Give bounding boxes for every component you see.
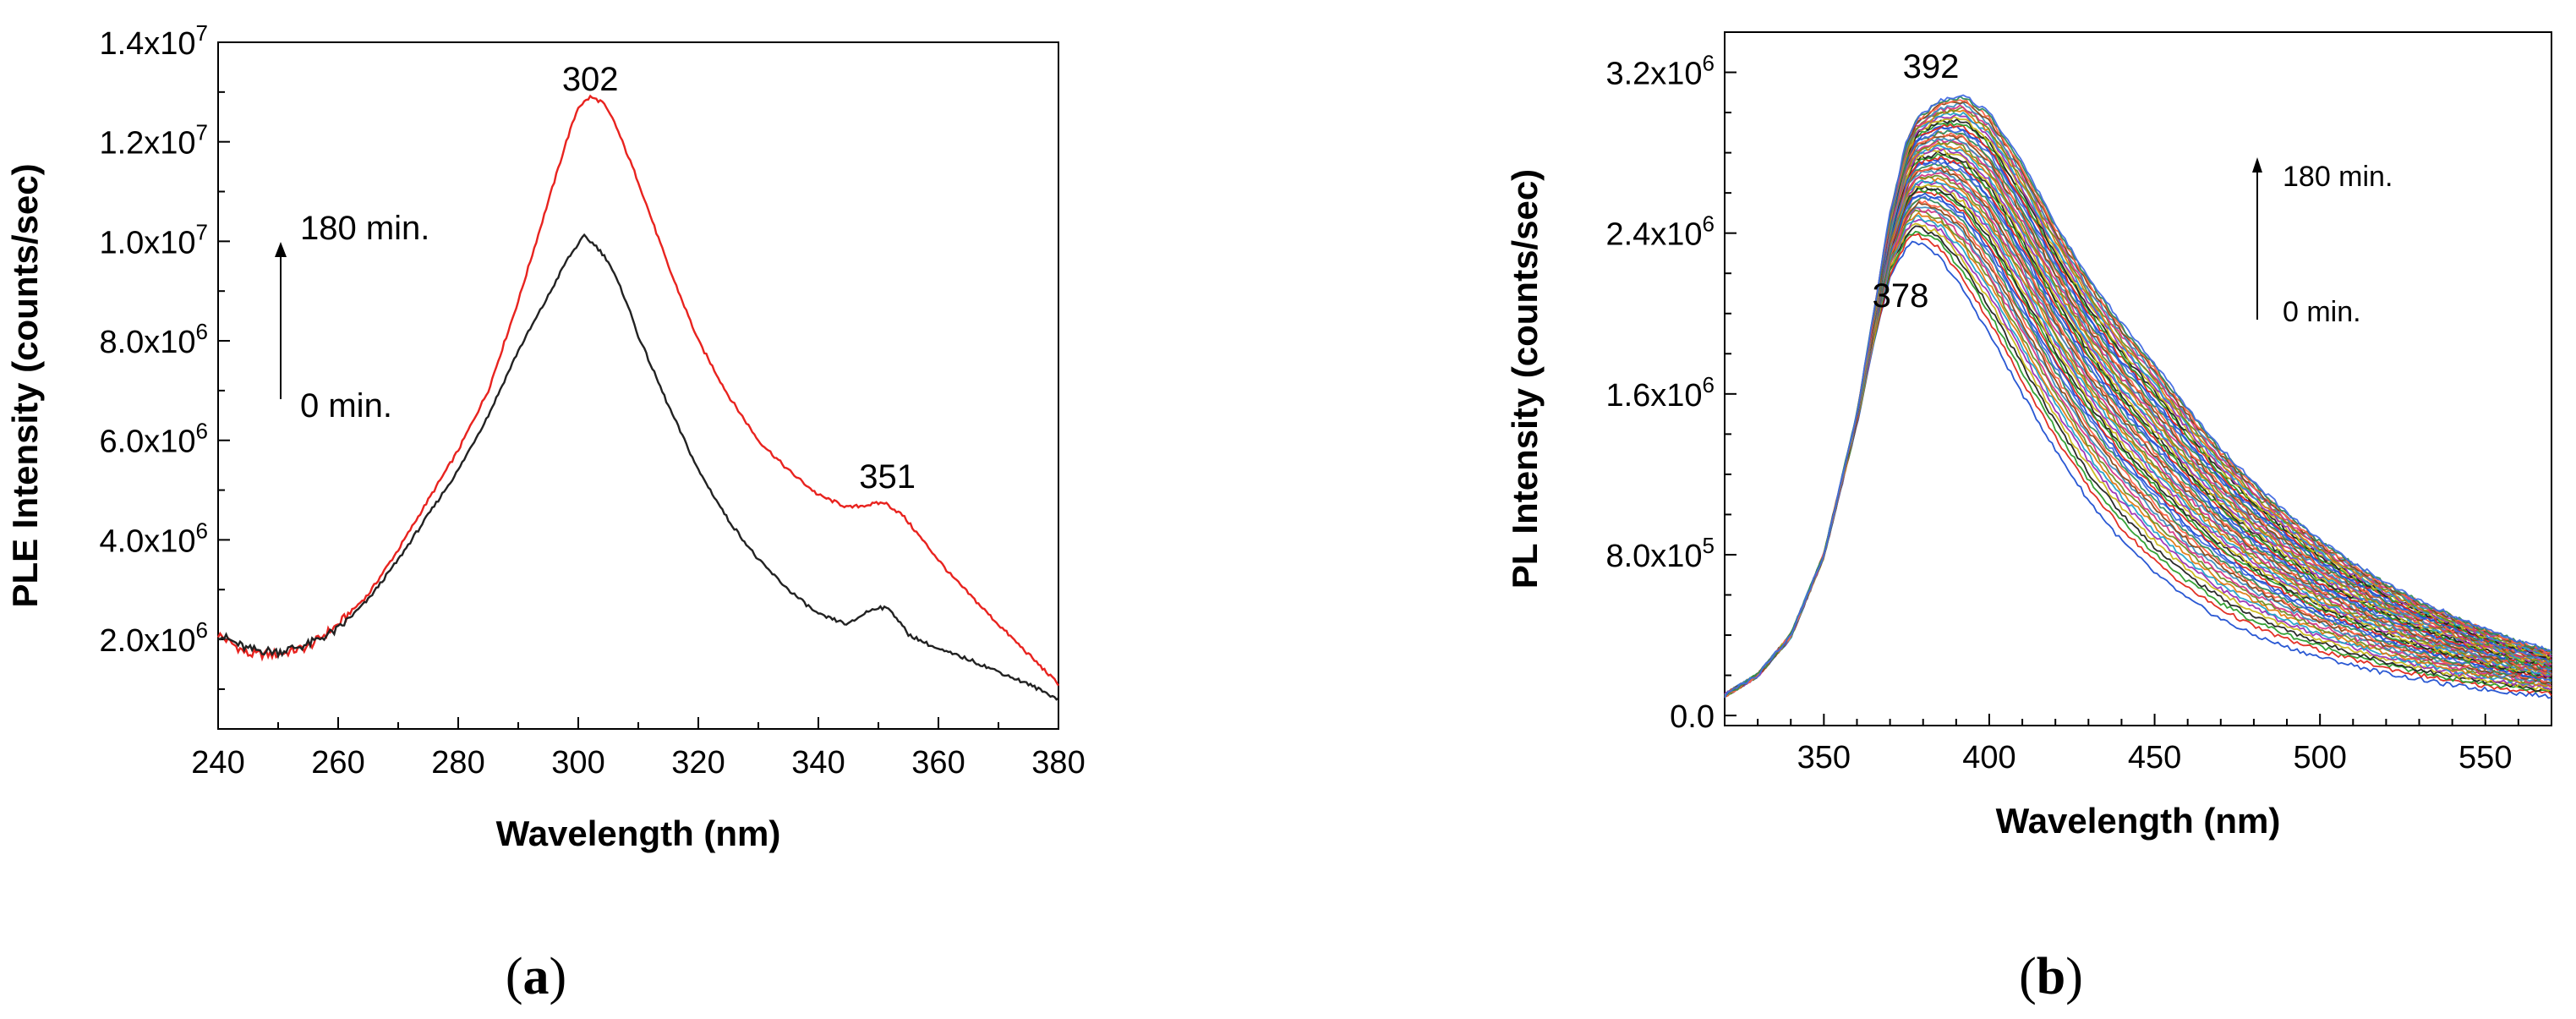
x-tick-label: 300 — [551, 745, 604, 781]
time-arrow-head — [275, 242, 287, 257]
peak-label-351: 351 — [859, 458, 916, 496]
x-tick-label: 260 — [311, 745, 364, 781]
x-tick-label: 340 — [791, 745, 845, 781]
series-line — [1724, 157, 2552, 696]
y-tick-label: 1.6x106 — [1605, 372, 1715, 414]
x-tick-label: 320 — [671, 745, 725, 781]
peak-label-302: 302 — [562, 61, 619, 98]
x-tick-label: 450 — [2128, 740, 2181, 775]
y-tick-label: 0.0 — [1670, 699, 1715, 735]
series-line — [1724, 94, 2552, 699]
plot-frame — [1724, 31, 2552, 726]
x-tick-label: 280 — [431, 745, 484, 781]
y-tick-label: 1.2x107 — [99, 120, 208, 162]
x-axis-label: Wavelength (nm) — [496, 814, 781, 853]
panel-label-b: (b) — [2019, 948, 2083, 1005]
series-line — [216, 94, 1060, 687]
y-tick-label: 6.0x106 — [99, 419, 208, 460]
y-tick-label: 8.0x105 — [1605, 533, 1715, 574]
time-arrow-head — [2252, 157, 2262, 173]
y-axis-label: PL Intensity (counts/sec) — [1505, 169, 1545, 589]
time-label-bottom: 0 min. — [2283, 296, 2361, 328]
peak-label-378: 378 — [1873, 277, 1929, 315]
series-line — [217, 233, 1059, 701]
y-tick-label: 3.2x106 — [1605, 51, 1715, 92]
chart-a: 240 260 280 300 320 340 360 380 2.0x106 4.0x106 6.… — [5, 20, 1086, 853]
y-tick-label: 1.4x107 — [99, 20, 208, 62]
y-tick-label: 2.0x106 — [99, 617, 208, 659]
y-axis-label: PLE Intensity (counts/sec) — [5, 163, 45, 607]
x-tick-label: 240 — [191, 745, 244, 781]
x-tick-label: 380 — [1031, 745, 1085, 781]
time-label-top: 180 min. — [2283, 161, 2393, 193]
peak-label-392: 392 — [1903, 48, 1960, 85]
x-tick-label: 360 — [911, 745, 965, 781]
y-tick-label: 4.0x106 — [99, 518, 208, 559]
x-axis-label: Wavelength (nm) — [1996, 801, 2281, 841]
x-tick-label: 500 — [2293, 740, 2346, 775]
y-tick-label: 2.4x106 — [1605, 211, 1715, 253]
time-label-bottom: 0 min. — [300, 387, 392, 425]
x-tick-label: 550 — [2458, 740, 2512, 775]
panel-label-a: (a) — [506, 948, 566, 1005]
y-tick-label: 8.0x106 — [99, 319, 208, 360]
x-tick-label: 350 — [1797, 740, 1851, 775]
y-tick-label: 1.0x107 — [99, 219, 208, 260]
series-line — [1724, 150, 2552, 698]
series-line — [1724, 95, 2552, 697]
x-tick-label: 400 — [1962, 740, 2015, 775]
chart-b: 350 400 450 500 550 0.0 8.0x105 1.6x106 2.4x106 3… — [1505, 31, 2552, 841]
time-label-top: 180 min. — [300, 210, 429, 247]
